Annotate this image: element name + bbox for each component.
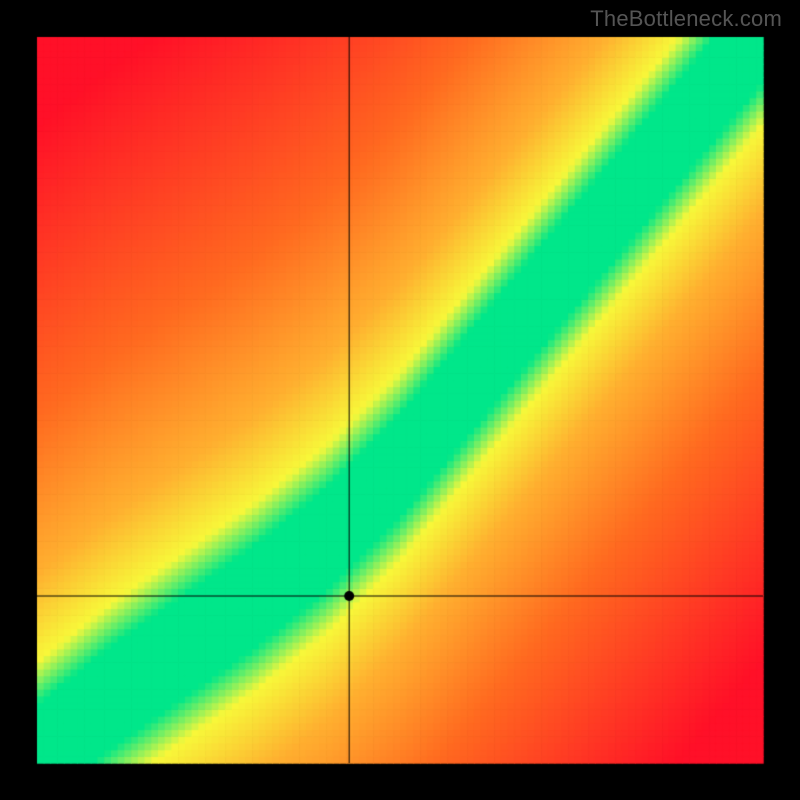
chart-container: TheBottleneck.com [0,0,800,800]
bottleneck-heatmap [0,0,800,800]
watermark-text: TheBottleneck.com [590,6,782,32]
